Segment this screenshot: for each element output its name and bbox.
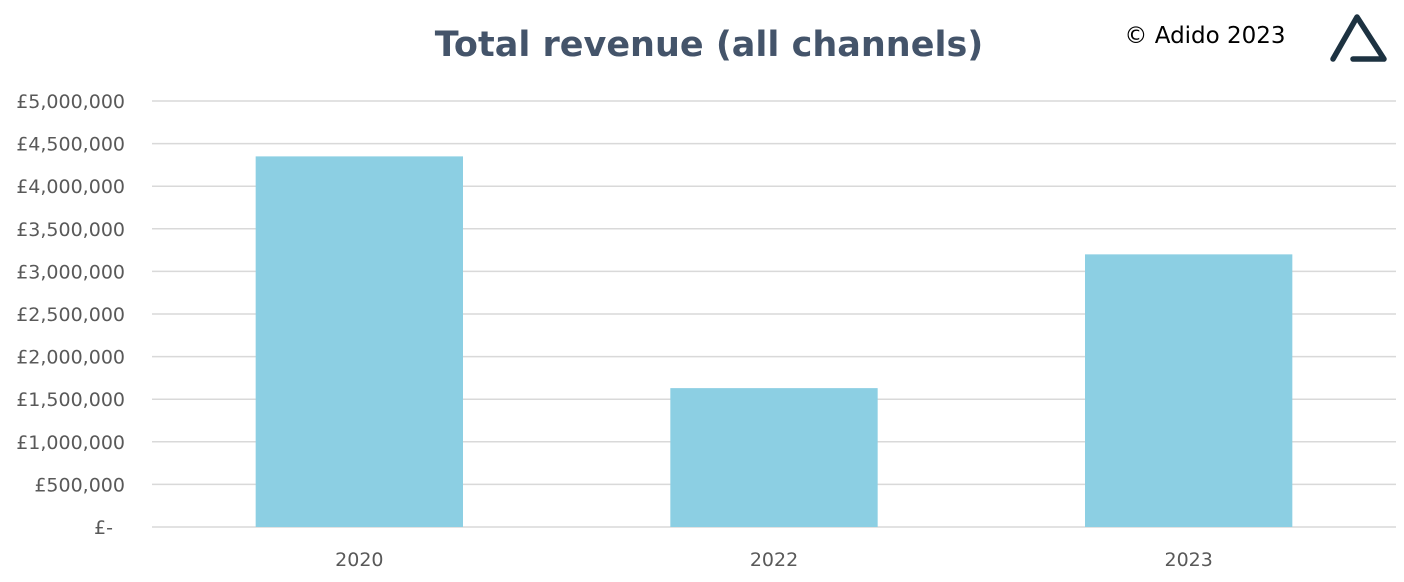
y-tick-label: £2,000,000 bbox=[16, 347, 125, 369]
y-tick-label: £4,500,000 bbox=[16, 134, 125, 156]
bar-2022 bbox=[670, 388, 878, 527]
y-tick-label: £3,500,000 bbox=[16, 219, 125, 241]
y-tick-label: £500,000 bbox=[34, 474, 125, 496]
y-tick-label: £1,500,000 bbox=[16, 389, 125, 411]
y-tick-label: £3,000,000 bbox=[16, 261, 125, 283]
x-tick-label: 2023 bbox=[1164, 549, 1212, 571]
copyright-watermark: © Adido 2023 bbox=[1124, 23, 1285, 49]
x-tick-label: 2022 bbox=[750, 549, 798, 571]
y-tick-label: £5,000,000 bbox=[16, 91, 125, 113]
y-tick-label: £- bbox=[94, 517, 113, 539]
bar-2023 bbox=[1085, 254, 1293, 528]
y-tick-label: £2,500,000 bbox=[16, 304, 125, 326]
bars bbox=[255, 156, 1293, 528]
y-tick-label: £1,000,000 bbox=[16, 432, 125, 454]
x-tick-label: 2020 bbox=[335, 549, 383, 571]
chart-title: Total revenue (all channels) bbox=[435, 25, 984, 65]
x-axis-ticks: 2020 2022 2023 bbox=[335, 549, 1213, 571]
bar-2020 bbox=[255, 156, 463, 527]
adido-triangle-logo-icon bbox=[1330, 14, 1387, 62]
y-axis-ticks: £- £500,000 £1,000,000 £1,500,000 £2,000,000… bbox=[16, 91, 125, 539]
y-tick-label: £4,000,000 bbox=[16, 176, 125, 198]
